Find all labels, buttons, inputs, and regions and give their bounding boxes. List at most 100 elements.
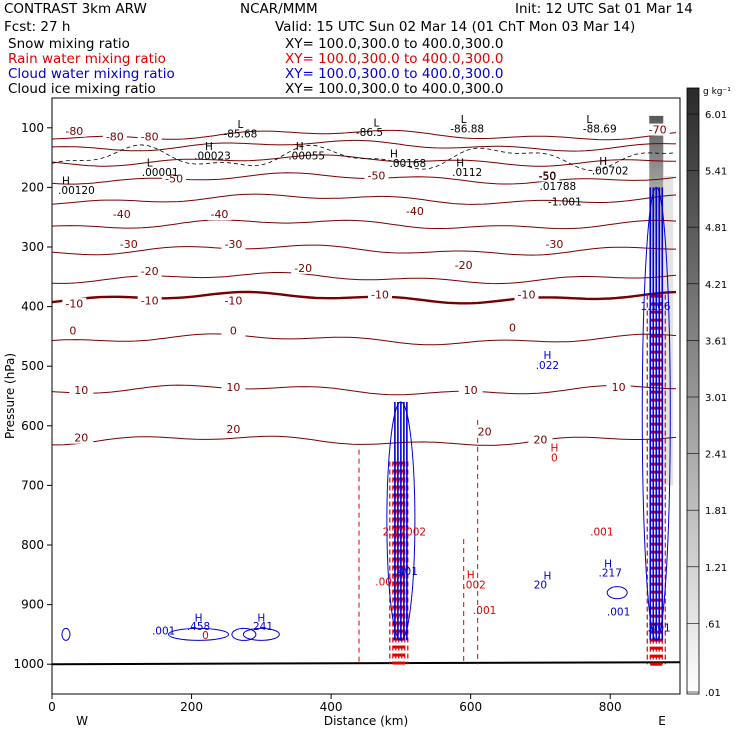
snow-plume bbox=[649, 115, 664, 307]
extremum-label: .022 bbox=[536, 360, 559, 372]
colorbar-label: 4.21 bbox=[705, 280, 727, 291]
isotherm-label-bg bbox=[221, 381, 246, 394]
extremum-label: 20 bbox=[534, 580, 547, 592]
isotherm-label: -30 bbox=[224, 238, 242, 251]
forecast-hour: Fcst: 27 h bbox=[4, 19, 71, 35]
rain-column-0-bar bbox=[392, 605, 405, 609]
isotherm--20 bbox=[51, 244, 676, 256]
y-tick-label: 700 bbox=[21, 478, 44, 492]
rain-column-1-bar bbox=[650, 598, 663, 602]
rain-column-0-bar bbox=[392, 493, 405, 497]
isotherm--50 bbox=[51, 172, 677, 185]
rain-column-1-bar bbox=[650, 582, 663, 586]
extremum-label: 2.17002 bbox=[383, 526, 426, 538]
isotherm-label: 20 bbox=[533, 433, 547, 446]
isotherm-label-bg bbox=[162, 172, 187, 185]
rain-column-1-bar bbox=[650, 502, 663, 506]
extremum-label: -86.5 bbox=[356, 127, 383, 139]
isotherm-20 bbox=[51, 384, 677, 396]
isotherm-label: -10 bbox=[141, 295, 159, 308]
cloud-ice-contour bbox=[51, 144, 677, 171]
isotherm-label: 0 bbox=[509, 321, 516, 334]
rain-column-0-bar bbox=[392, 613, 405, 617]
extremum-label: -1.001 bbox=[548, 196, 582, 208]
isotherm-label-bg bbox=[137, 264, 162, 277]
extremum-label: .01788 bbox=[540, 181, 577, 193]
isotherm-label: 20 bbox=[478, 426, 492, 439]
extremum-label: H bbox=[390, 149, 398, 161]
rain-column-0-bar bbox=[392, 645, 405, 649]
rain-column-1-bar bbox=[650, 422, 663, 426]
colorbar-label: 3.01 bbox=[705, 393, 727, 404]
extremum-label: H bbox=[205, 141, 213, 153]
isotherm-label: -30 bbox=[545, 238, 563, 251]
x-tick-label: 0 bbox=[48, 700, 56, 714]
extremum-label: -86.88 bbox=[450, 124, 484, 136]
extremum-label: L bbox=[461, 114, 467, 126]
extremum-label: .00023 bbox=[194, 150, 231, 162]
surface-line bbox=[51, 661, 681, 666]
y-tick-label: 800 bbox=[21, 538, 44, 552]
colorbar-label: 5.41 bbox=[705, 167, 727, 178]
extremum-label: H bbox=[604, 559, 612, 571]
isotherm-label: -50 bbox=[367, 169, 385, 182]
extremum-label: -50 bbox=[539, 171, 556, 183]
extremum-label: .00001 bbox=[142, 167, 179, 179]
rain-column-1-bar bbox=[650, 382, 663, 386]
isotherm--40 bbox=[51, 193, 677, 205]
isotherm-label-bg bbox=[458, 384, 483, 397]
extremum-label: H bbox=[62, 175, 70, 187]
rain-column-0-bar bbox=[392, 477, 405, 481]
extremum-label: .001 bbox=[473, 605, 496, 617]
y-tick-label: 500 bbox=[21, 359, 44, 373]
cloud-blob-2 bbox=[242, 627, 280, 641]
isotherm-label-bg bbox=[221, 422, 246, 435]
extremum-label: .00120 bbox=[58, 185, 95, 197]
rain-column-1-bar bbox=[650, 446, 663, 450]
isotherm-label: 10 bbox=[74, 384, 88, 397]
rain-column-1-bar bbox=[650, 334, 663, 338]
y-tick-label: 600 bbox=[21, 419, 44, 433]
field-cloudice-label: Cloud ice mixing ratio bbox=[8, 81, 156, 97]
extremum-label: 0 bbox=[202, 630, 209, 642]
extremum-label: H bbox=[550, 442, 558, 454]
rain-column-1-bar bbox=[650, 566, 663, 570]
rain-column-0-bar bbox=[392, 621, 405, 625]
rain-column-0-bar bbox=[392, 517, 405, 521]
rain-column-1-bar bbox=[650, 510, 663, 514]
colorbar-label: 1.21 bbox=[705, 563, 727, 574]
isotherm-label-bg bbox=[69, 384, 94, 397]
isotherm-label-bg bbox=[514, 288, 539, 301]
isotherm-label: -40 bbox=[210, 208, 228, 221]
colorbar-label: 1.81 bbox=[705, 506, 727, 517]
extremum-label: H bbox=[257, 612, 265, 624]
rain-column-0-bar bbox=[392, 541, 405, 545]
isotherm-0 bbox=[51, 290, 677, 305]
rain-column-1-bar bbox=[650, 302, 663, 306]
rain-column-1-bar bbox=[650, 494, 663, 498]
rain-column-0-bar bbox=[392, 509, 405, 513]
plot-area bbox=[52, 98, 680, 694]
rain-column-0-bar bbox=[392, 597, 405, 601]
extremum-label: L bbox=[374, 118, 380, 130]
isotherm-label-bg bbox=[364, 169, 389, 182]
y-axis-label: Pressure (hPa) bbox=[3, 353, 17, 439]
rain-column-1-bar bbox=[650, 630, 663, 634]
rain-column-1-bar bbox=[650, 454, 663, 458]
rain-column-0-bar bbox=[392, 533, 405, 537]
extremum-label: H bbox=[296, 141, 304, 153]
rain-column-1-bar bbox=[650, 366, 663, 370]
rain-column-0-bar bbox=[392, 549, 405, 553]
extremum-label: 1.166 bbox=[641, 301, 671, 313]
extremum-label: .001 bbox=[375, 577, 398, 589]
rain-column-1-bar bbox=[650, 542, 663, 546]
isotherm-label-bg bbox=[472, 425, 497, 438]
rain-column-1-bar bbox=[650, 358, 663, 362]
isotherm-label-bg bbox=[645, 123, 670, 136]
isotherm-label-bg bbox=[367, 288, 392, 301]
rain-column-0-bar bbox=[392, 469, 405, 473]
x-tick-label: 800 bbox=[599, 700, 622, 714]
x-tick-label: 600 bbox=[459, 700, 482, 714]
rain-column-1-bar bbox=[650, 478, 663, 482]
isotherm--70 bbox=[51, 139, 677, 152]
